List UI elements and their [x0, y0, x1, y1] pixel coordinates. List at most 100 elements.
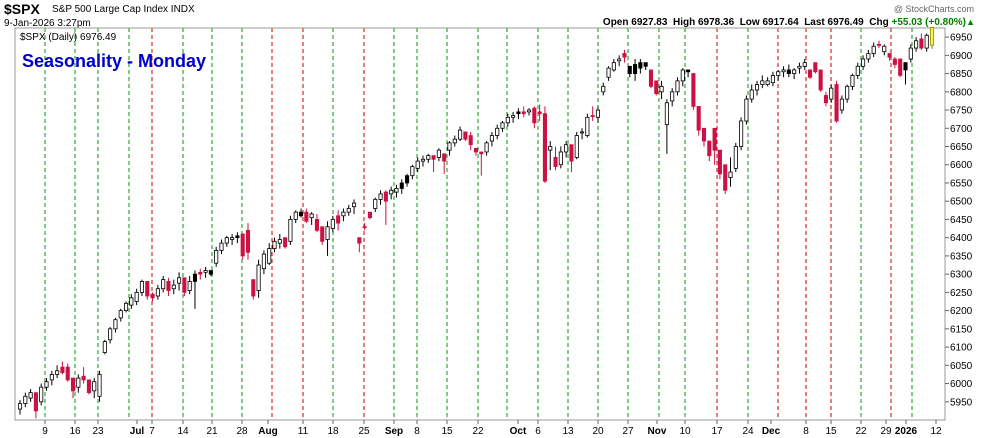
candle-body — [526, 109, 532, 113]
candle-body — [346, 208, 351, 213]
candle-body — [129, 297, 134, 306]
candle-body — [686, 69, 691, 73]
candle-body — [468, 135, 473, 146]
candle-body — [733, 146, 738, 169]
last-label: Last — [804, 17, 825, 28]
candle-body — [776, 71, 781, 76]
candle-body — [288, 219, 293, 242]
y-tick-label: 6250 — [950, 288, 973, 299]
candle-body — [314, 219, 319, 231]
candle-body — [601, 85, 606, 93]
candle-body — [473, 147, 479, 153]
candle-body — [261, 253, 266, 270]
candle-body — [654, 80, 659, 95]
candle-body — [426, 155, 431, 160]
candle-body — [399, 182, 404, 189]
x-tick-label: 23 — [92, 426, 104, 437]
candle-body — [908, 47, 913, 60]
candle-body — [929, 27, 935, 46]
x-tick-label: Jul — [130, 426, 145, 437]
candle-body — [447, 142, 452, 151]
x-tick-label: 15 — [825, 426, 837, 437]
candle-body — [754, 84, 760, 91]
candle-body — [622, 53, 627, 58]
candle-body — [919, 38, 924, 49]
x-tick-label: 10 — [679, 426, 691, 437]
x-tick-label: 22 — [855, 426, 867, 437]
candle-body — [214, 250, 219, 264]
candle-body — [845, 85, 850, 100]
candle-body — [60, 366, 65, 373]
candle-body — [256, 264, 261, 291]
candle-body — [861, 58, 866, 67]
plot-frame — [14, 27, 946, 421]
candle-body — [834, 84, 839, 122]
candle-body — [452, 138, 457, 144]
x-tick-label: 8 — [803, 426, 809, 437]
candle-body — [903, 62, 908, 71]
candle-body — [521, 111, 526, 115]
seasonality-annotation: Seasonality - Monday — [22, 51, 206, 71]
candle-body — [81, 375, 86, 381]
candle-body — [161, 279, 166, 290]
y-tick-label: 6800 — [950, 87, 973, 98]
candle-body — [500, 122, 505, 129]
candle-body — [405, 175, 410, 184]
candle-body — [691, 73, 696, 107]
candle-body — [505, 116, 510, 124]
candle-body — [235, 235, 240, 239]
candle-body — [542, 113, 547, 182]
candle-body — [298, 211, 304, 217]
x-tick-label: Aug — [258, 426, 277, 437]
candle-body — [887, 53, 892, 58]
x-tick-label: 12 — [930, 426, 942, 437]
x-tick-label: 20 — [592, 426, 604, 437]
candle-body — [495, 127, 500, 136]
candle-body — [166, 281, 171, 291]
candle-body — [86, 379, 91, 394]
candle-body — [633, 64, 638, 74]
candle-body — [680, 69, 685, 82]
candle-body — [341, 211, 346, 217]
candle-body — [648, 69, 654, 87]
y-tick-label: 6150 — [950, 324, 973, 335]
candle-body — [850, 75, 855, 87]
candle-body — [76, 377, 81, 388]
candle-body — [325, 226, 330, 240]
y-tick-label: 6400 — [950, 233, 973, 244]
candle-body — [765, 80, 770, 85]
candle-body — [28, 392, 33, 399]
candle-body — [914, 40, 919, 49]
candle-body — [855, 65, 860, 76]
x-tick-label: 9 — [42, 426, 48, 437]
candle-body — [304, 211, 309, 222]
y-tick-label: 6100 — [950, 343, 973, 354]
chg-label: Chg — [869, 17, 889, 28]
candle-body — [187, 281, 192, 291]
candle-body — [55, 370, 60, 375]
x-tick-label: 29 — [880, 426, 892, 437]
candle-body — [675, 80, 680, 93]
candle-body — [208, 270, 213, 275]
candle-body — [781, 69, 786, 73]
candle-body — [744, 98, 749, 122]
candle-body — [330, 219, 335, 229]
candle-body — [792, 69, 797, 74]
candle-body — [511, 115, 516, 118]
candle-body — [611, 62, 616, 71]
candle-body — [786, 69, 791, 74]
x-tick-label: 21 — [206, 426, 218, 437]
candle-body — [389, 189, 394, 195]
candle-body — [102, 341, 107, 353]
candle-body — [548, 146, 553, 151]
candle-body — [230, 237, 235, 240]
candle-body — [802, 62, 807, 67]
y-tick-label: 6850 — [950, 69, 973, 80]
candle-body — [171, 284, 176, 290]
x-tick-label: 28 — [236, 426, 248, 437]
x-tick-label: 15 — [441, 426, 453, 437]
candle-body — [670, 91, 675, 102]
monday-lines — [44, 28, 913, 420]
stockcharts-credit: @ StockCharts.com — [893, 4, 974, 14]
candle-body — [749, 89, 754, 100]
